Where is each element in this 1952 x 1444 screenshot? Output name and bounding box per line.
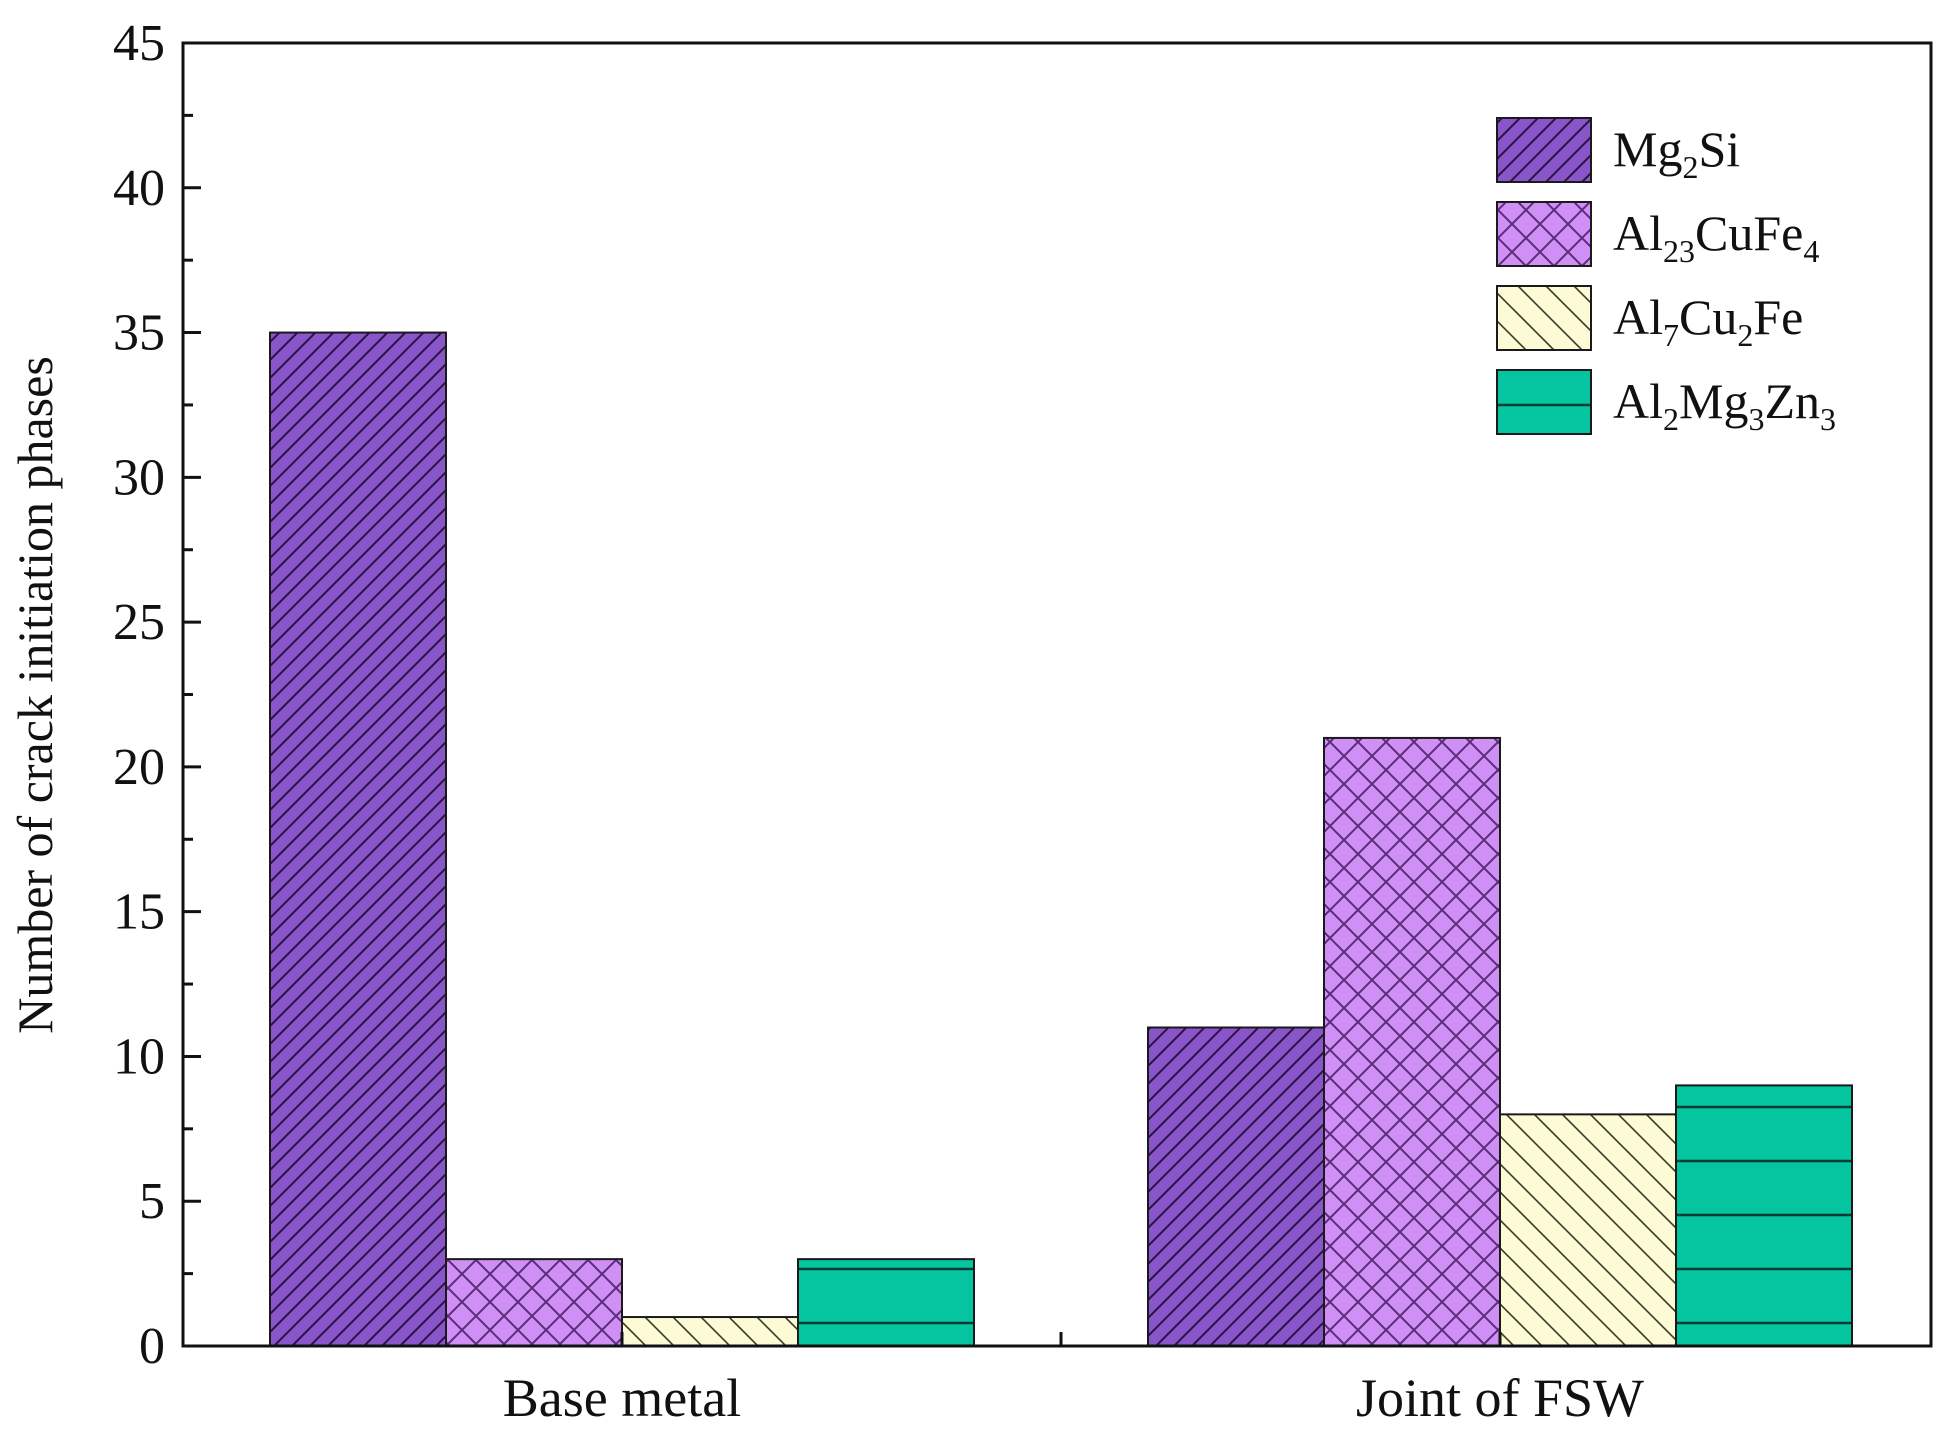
- legend-subscript: 7: [1663, 317, 1679, 353]
- legend-subscript: 2: [1663, 401, 1679, 437]
- y-tick-label: 20: [113, 739, 165, 796]
- y-tick-label: 0: [139, 1318, 165, 1375]
- bar-al2mg3zn3-base-metal: [797, 1258, 975, 1347]
- legend-label: Mg2Si: [1613, 121, 1740, 185]
- legend-text: Mg: [1613, 121, 1682, 177]
- legend-text: CuFe: [1695, 205, 1803, 261]
- legend-text: Al: [1613, 289, 1663, 345]
- legend-swatch: [1496, 369, 1592, 435]
- legend-subscript: 2: [1737, 317, 1753, 353]
- bar-al2mg3zn3-joint-of-fsw: [1675, 1084, 1853, 1348]
- y-tick-label: 5: [139, 1173, 165, 1230]
- legend-text: Si: [1698, 121, 1740, 177]
- legend-text: Mg: [1679, 373, 1748, 429]
- bar-al23cufe4-base-metal: [445, 1258, 623, 1347]
- legend-subscript: 2: [1682, 149, 1698, 185]
- bars-layer: [269, 331, 1853, 1348]
- y-tick-label: 10: [113, 1028, 165, 1085]
- bar-al7cu2fe-base-metal: [621, 1316, 799, 1347]
- legend-swatch: [1496, 285, 1592, 351]
- bar-al7cu2fe-joint-of-fsw: [1499, 1113, 1677, 1348]
- bar-mg2si-base-metal: [269, 331, 447, 1347]
- y-tick-label: 15: [113, 884, 165, 941]
- y-tick-label: 35: [113, 305, 165, 362]
- y-tick-label: 30: [113, 449, 165, 506]
- legend-text: Al: [1613, 205, 1663, 261]
- legend-text: Zn: [1764, 373, 1820, 429]
- legend-label: Al7Cu2Fe: [1613, 289, 1803, 353]
- legend-swatch: [1496, 117, 1592, 183]
- bar-al23cufe4-joint-of-fsw: [1323, 736, 1501, 1347]
- legend-text: Al: [1613, 373, 1663, 429]
- legend-label: Al2Mg3Zn3: [1613, 373, 1836, 437]
- legend-swatch: [1496, 201, 1592, 267]
- legend-subscript: 3: [1748, 401, 1764, 437]
- y-tick-label: 45: [113, 15, 165, 72]
- y-axis-title: Number of crack initiation phases: [7, 356, 63, 1034]
- bar-mg2si-joint-of-fsw: [1147, 1026, 1325, 1347]
- y-tick-label: 40: [113, 160, 165, 217]
- legend-text: Fe: [1753, 289, 1803, 345]
- y-tick-label: 25: [113, 594, 165, 651]
- legend-subscript: 23: [1663, 233, 1695, 269]
- legend-subscript: 4: [1803, 233, 1819, 269]
- legend-text: Cu: [1679, 289, 1737, 345]
- x-category-label: Joint of FSW: [1356, 1368, 1644, 1428]
- legend-label: Al23CuFe4: [1613, 205, 1819, 269]
- legend-subscript: 3: [1820, 401, 1836, 437]
- x-category-label: Base metal: [503, 1368, 741, 1428]
- y-axis-ticks: 0 5 10 15 20 25 30 35 40 45: [113, 15, 201, 1375]
- x-axis-categories: Base metal Joint of FSW: [503, 1332, 1644, 1428]
